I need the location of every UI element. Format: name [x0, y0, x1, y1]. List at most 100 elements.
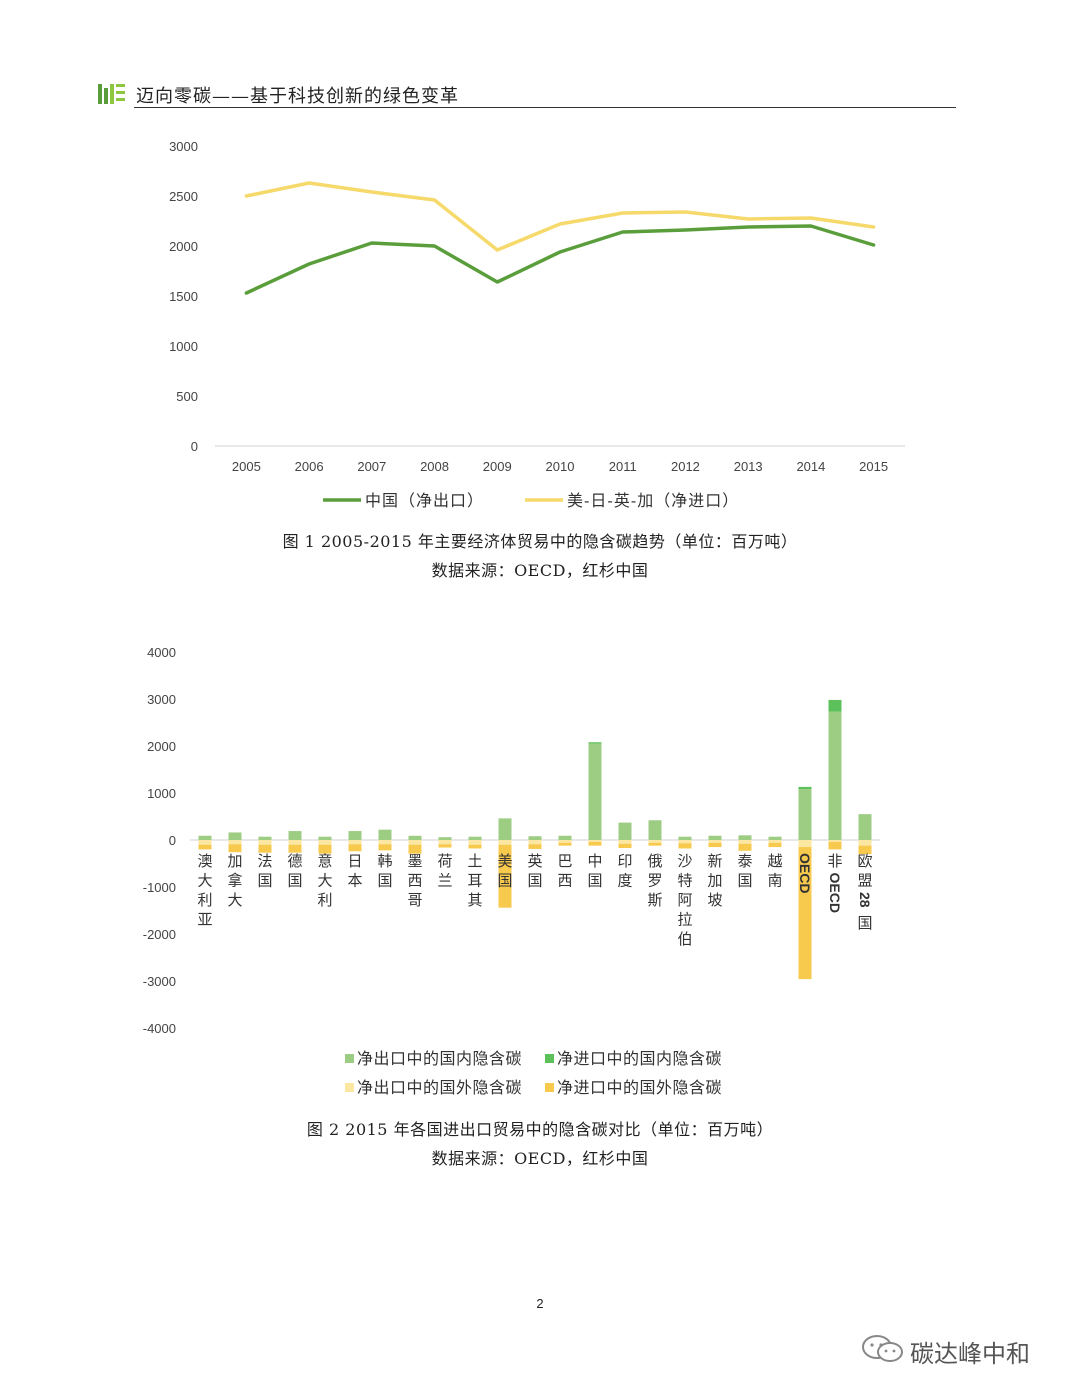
bar-segment: [528, 840, 542, 845]
category-label: 墨西哥: [407, 852, 422, 909]
legend-label: 净进口中的国内隐含碳: [557, 1049, 722, 1068]
category-label: 印度: [617, 852, 632, 890]
bar-segment: [828, 840, 842, 842]
y-tick-label: 2000: [147, 739, 176, 754]
page-header: 迈向零碳——基于科技创新的绿色变革: [98, 78, 956, 110]
bar-segment: [288, 840, 302, 845]
bar-segment: [648, 820, 662, 840]
bar-segment: [768, 842, 782, 848]
bar-segment: [798, 847, 812, 980]
category-label: 英国: [527, 852, 542, 890]
category-label: 非 OECD: [827, 852, 843, 913]
category-label-text: 意大利: [317, 852, 332, 909]
x-tick-label: 2007: [357, 459, 386, 474]
watermark: 碳达峰中和: [860, 1330, 1060, 1370]
legend-swatch: [345, 1054, 354, 1063]
category-label: 美国: [497, 852, 512, 890]
bar-segment: [828, 711, 842, 840]
y-tick-label: 1000: [169, 339, 198, 354]
category-label-rotated: 28: [857, 892, 873, 908]
y-tick-label: -4000: [143, 1021, 176, 1036]
bar-segment: [828, 841, 842, 850]
legend-swatch: [545, 1083, 554, 1092]
category-label: 意大利: [317, 852, 332, 909]
bar-segment: [468, 836, 482, 840]
bar-segment: [798, 840, 812, 848]
bar-segment: [858, 840, 872, 846]
category-label: 德国: [287, 852, 302, 890]
category-label-text: 德国: [287, 852, 302, 890]
bar-segment: [258, 844, 272, 853]
bar-segment: [588, 742, 602, 744]
x-tick-label: 2011: [609, 459, 637, 474]
x-tick-label: 2006: [295, 459, 324, 474]
category-label: 荷兰: [437, 852, 452, 890]
bar-segment: [588, 841, 602, 846]
bar-segment: [858, 845, 872, 855]
bar-segment: [648, 842, 662, 846]
category-label-text: 韩国: [377, 852, 392, 890]
bar-segment: [288, 831, 302, 840]
category-label: 日本: [347, 852, 362, 890]
x-tick-label: 2012: [671, 459, 700, 474]
category-label-text: 土耳其: [467, 852, 482, 909]
bar-segment: [618, 843, 632, 848]
logo-icon: [98, 84, 125, 104]
bar-segment: [648, 840, 662, 843]
header-title: 迈向零碳——基于科技创新的绿色变革: [136, 86, 459, 107]
bar-segment: [408, 835, 422, 840]
category-label: 沙特阿拉伯: [677, 852, 692, 948]
bar-segment: [258, 836, 272, 840]
figure1-caption: 图 1 2005-2015 年主要经济体贸易中的隐含碳趋势（单位：百万吨）: [282, 532, 798, 551]
y-tick-label: 3000: [169, 139, 198, 154]
bar-segment: [798, 789, 812, 840]
bar-segment: [348, 840, 362, 845]
x-tick-label: 2005: [232, 459, 261, 474]
category-label-text: 荷兰: [437, 852, 452, 890]
y-tick-label: -1000: [143, 880, 176, 895]
bar-segment: [198, 844, 212, 850]
bar-segment: [558, 840, 572, 843]
bar-segment: [228, 832, 242, 840]
figure1-source: 数据来源：OECD，红杉中国: [431, 561, 649, 580]
series-line-1: [244, 224, 876, 295]
x-tick-label: 2015: [859, 459, 888, 474]
category-label-rotated: OECD: [797, 853, 813, 893]
category-label: 澳大利亚: [197, 852, 212, 929]
legend-swatch: [545, 1054, 554, 1063]
series-line-2: [244, 181, 876, 252]
category-label-text: 泰国: [737, 852, 752, 890]
bar-segment: [768, 840, 782, 843]
bar-segment: [528, 836, 542, 840]
legend-label: 中国（净出口）: [365, 491, 484, 510]
bar-segment: [678, 836, 692, 840]
category-label-text: 巴西: [557, 852, 572, 890]
category-label: 俄罗斯: [647, 852, 662, 909]
category-label: 新加坡: [707, 852, 722, 909]
bar-segment: [498, 818, 512, 840]
y-tick-label: -2000: [143, 927, 176, 942]
legend-label: 净出口中的国外隐含碳: [357, 1078, 522, 1097]
bar-segment: [528, 844, 542, 849]
legend-swatch: [345, 1083, 354, 1092]
wechat-icon: [862, 1335, 903, 1362]
category-label: 巴西: [557, 852, 572, 890]
bar-segment: [408, 844, 422, 854]
watermark-text: 碳达峰中和: [910, 1340, 1030, 1368]
category-label: 泰国: [737, 852, 752, 890]
bar-segment: [498, 840, 512, 845]
bar-segment: [828, 699, 842, 712]
page-number: 2: [536, 1296, 544, 1311]
bar-segment: [618, 840, 632, 844]
bar-segment: [618, 822, 632, 840]
y-tick-label: 0: [191, 439, 198, 454]
bar-segment: [258, 840, 272, 845]
category-label-text: 英国: [527, 852, 542, 890]
category-label: 法国: [257, 852, 272, 890]
category-label-text: 沙特阿拉伯: [677, 852, 692, 948]
bar-segment: [798, 786, 812, 790]
y-tick-label: 2500: [169, 189, 198, 204]
category-label: 越南: [767, 852, 782, 890]
legend-label: 净出口中的国内隐含碳: [357, 1049, 522, 1068]
